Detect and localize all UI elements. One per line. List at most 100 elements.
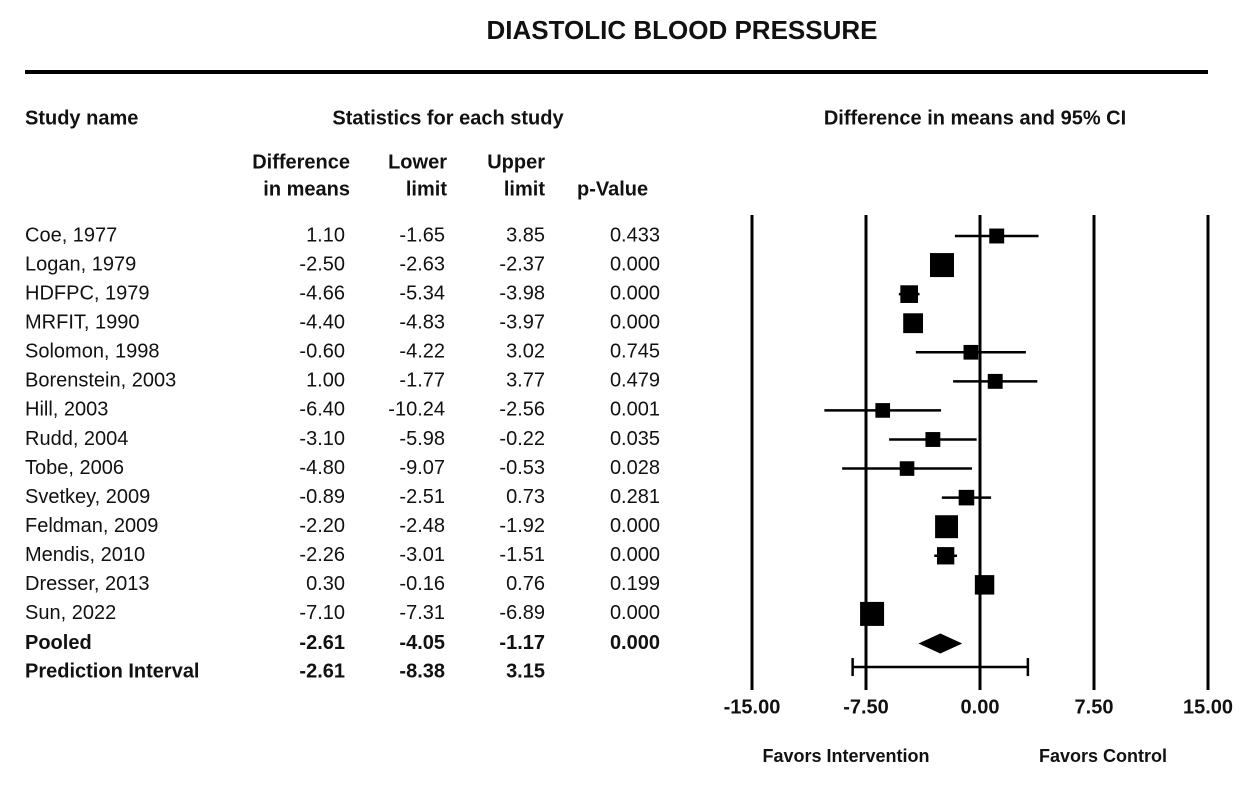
point-estimate (899, 461, 915, 476)
column-header: Lower (388, 151, 447, 173)
table-number: -1.65 (399, 224, 445, 246)
table-number: -4.05 (399, 632, 445, 654)
p-value: 0.028 (610, 457, 660, 479)
point-estimate (974, 575, 995, 595)
table-number: 0.73 (506, 486, 545, 508)
table-number: -4.80 (299, 457, 345, 479)
pooled-diamond (918, 633, 963, 654)
row-name: Pooled (25, 632, 92, 654)
p-value: 0.035 (610, 428, 660, 450)
table-number: -7.31 (399, 602, 445, 624)
stats-header: Statistics for each study (332, 107, 564, 129)
p-value: 0.000 (610, 515, 660, 537)
row-name: Rudd, 2004 (25, 428, 128, 450)
point-estimate (925, 432, 941, 447)
column-header: limit (406, 178, 447, 200)
p-value: 0.433 (610, 224, 660, 246)
row-name: Dresser, 2013 (25, 573, 150, 595)
table-number: 0.30 (306, 573, 345, 595)
x-tick-label: 7.50 (1075, 696, 1114, 718)
table-number: -3.98 (499, 282, 545, 304)
point-estimate (963, 344, 979, 360)
table-number: -3.10 (299, 428, 345, 450)
table-number: 3.15 (506, 660, 545, 682)
table-number: 3.85 (506, 224, 545, 246)
point-estimate (935, 515, 959, 539)
x-tick-label: -15.00 (724, 696, 781, 718)
table-number: -0.53 (499, 457, 545, 479)
p-value: 0.199 (610, 573, 660, 595)
left-label: Favors Intervention (762, 746, 929, 766)
point-estimate (987, 373, 1003, 389)
table-number: -0.60 (299, 341, 345, 363)
table-number: 3.02 (506, 341, 545, 363)
table-number: -6.89 (499, 602, 545, 624)
column-header: in means (263, 178, 350, 200)
table-number: -2.51 (399, 486, 445, 508)
point-estimate (936, 547, 955, 565)
table-number: -7.10 (299, 602, 345, 624)
table-number: -1.51 (499, 544, 545, 566)
row-name: Solomon, 1998 (25, 341, 160, 363)
x-tick-label: -7.50 (843, 696, 889, 718)
row-name: Mendis, 2010 (25, 544, 145, 566)
p-value: 0.000 (610, 544, 660, 566)
row-name: Feldman, 2009 (25, 515, 158, 537)
p-value: 0.479 (610, 370, 660, 392)
p-value: 0.000 (610, 253, 660, 275)
table-number: -0.22 (499, 428, 545, 450)
table-number: -2.50 (299, 253, 345, 275)
point-estimate (958, 489, 975, 506)
row-name: Sun, 2022 (25, 602, 116, 624)
table-number: 1.00 (306, 370, 345, 392)
table-number: -2.48 (399, 515, 445, 537)
table-number: -1.92 (499, 515, 545, 537)
row-name: Hill, 2003 (25, 399, 108, 421)
table-number: -5.98 (399, 428, 445, 450)
column-header: p-Value (577, 178, 648, 200)
column-header: Upper (487, 151, 545, 173)
row-name: Logan, 1979 (25, 253, 136, 275)
table-number: -2.20 (299, 515, 345, 537)
table-number: -1.17 (499, 632, 545, 654)
x-tick-label: 15.00 (1183, 696, 1233, 718)
chart-title: DIASTOLIC BLOOD PRESSURE (486, 15, 877, 45)
p-value: 0.000 (610, 632, 660, 654)
table-number: -5.34 (399, 282, 445, 304)
table-number: 3.77 (506, 370, 545, 392)
p-value: 0.000 (610, 311, 660, 333)
table-number: -9.07 (399, 457, 445, 479)
table-number: -10.24 (388, 399, 445, 421)
table-number: -3.97 (499, 311, 545, 333)
p-value: 0.001 (610, 399, 660, 421)
table-number: 1.10 (306, 224, 345, 246)
point-estimate (900, 285, 919, 303)
row-name: Svetkey, 2009 (25, 486, 150, 508)
table-number: -4.66 (299, 282, 345, 304)
table-number: -3.01 (399, 544, 445, 566)
column-header: Difference (252, 151, 350, 173)
point-estimate (903, 313, 924, 334)
table-number: -4.22 (399, 341, 445, 363)
row-name: Tobe, 2006 (25, 457, 124, 479)
table-number: -1.77 (399, 370, 445, 392)
point-estimate (989, 228, 1005, 244)
table-number: -2.37 (499, 253, 545, 275)
row-name: Borenstein, 2003 (25, 370, 176, 392)
table-number: 0.76 (506, 573, 545, 595)
point-estimate (860, 601, 885, 626)
table-number: -0.89 (299, 486, 345, 508)
table-number: -2.61 (299, 632, 345, 654)
row-name: Prediction Interval (25, 660, 200, 682)
table-number: -2.61 (299, 660, 345, 682)
row-name: MRFIT, 1990 (25, 311, 139, 333)
table-number: -2.56 (499, 399, 545, 421)
table-number: -2.26 (299, 544, 345, 566)
p-value: 0.000 (610, 282, 660, 304)
x-tick-label: 0.00 (961, 696, 1000, 718)
table-number: -8.38 (399, 660, 445, 682)
p-value: 0.000 (610, 602, 660, 624)
table-number: -2.63 (399, 253, 445, 275)
p-value: 0.281 (610, 486, 660, 508)
